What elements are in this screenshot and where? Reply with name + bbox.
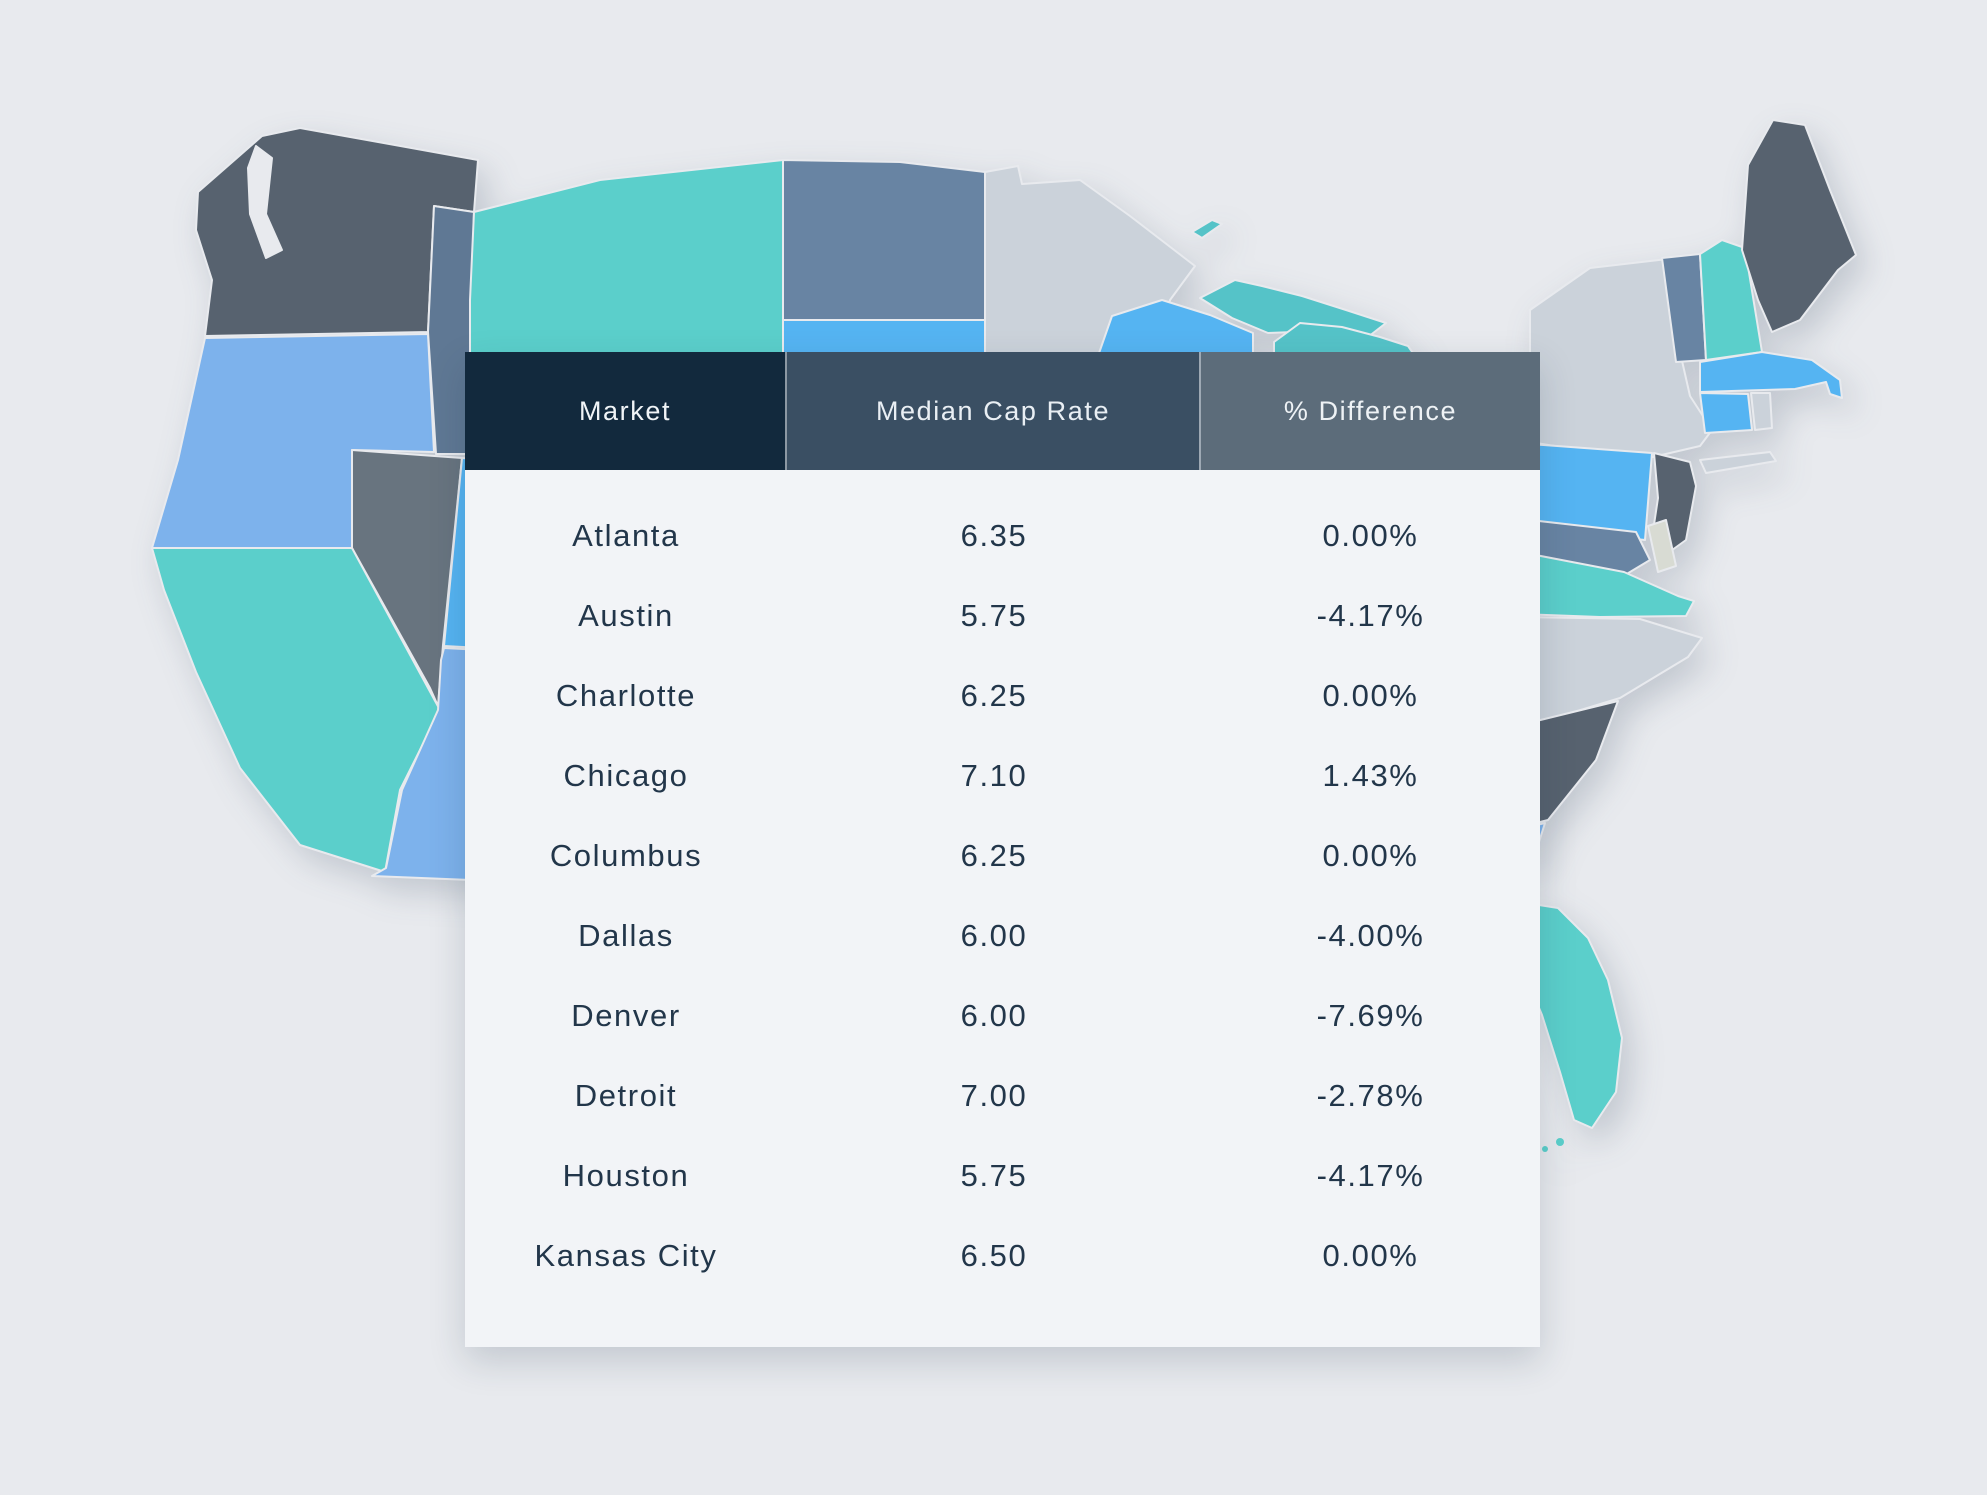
table-row: Austin 5.75 -4.17% bbox=[465, 576, 1540, 656]
state-nh-shape bbox=[1699, 239, 1763, 361]
state-sd-shape bbox=[782, 319, 986, 357]
market-cell: Chicago bbox=[563, 758, 689, 793]
table-row: Dallas 6.00 -4.00% bbox=[465, 896, 1540, 976]
state-mi-upper-shape bbox=[1199, 279, 1387, 338]
florida-key-shape bbox=[1542, 1146, 1548, 1152]
state-ct-shape bbox=[1699, 392, 1753, 434]
table-header-row: Market Median Cap Rate % Difference bbox=[465, 352, 1540, 470]
table-row: Atlanta 6.35 0.00% bbox=[465, 496, 1540, 576]
florida-key-shape bbox=[1556, 1138, 1564, 1146]
column-header-median-cap-rate: Median Cap Rate bbox=[787, 352, 1201, 470]
pct-difference-cell: 0.00% bbox=[1322, 678, 1419, 713]
table-row: Chicago 7.10 1.43% bbox=[465, 736, 1540, 816]
median-cap-rate-cell: 7.10 bbox=[960, 758, 1028, 793]
median-cap-rate-cell: 6.25 bbox=[960, 838, 1028, 873]
state-mt-shape bbox=[469, 159, 784, 355]
state-ma-shape bbox=[1699, 351, 1843, 399]
pct-difference-cell: 0.00% bbox=[1322, 1238, 1419, 1273]
median-cap-rate-cell: 5.75 bbox=[960, 1158, 1028, 1193]
pct-difference-cell: -4.17% bbox=[1316, 1158, 1425, 1193]
state-de-shape bbox=[1647, 519, 1677, 573]
median-cap-rate-cell: 6.35 bbox=[960, 518, 1028, 553]
median-cap-rate-cell: 6.50 bbox=[960, 1238, 1028, 1273]
state-nd-shape bbox=[782, 159, 986, 321]
state-ri-shape bbox=[1750, 392, 1773, 431]
pct-difference-cell: -4.00% bbox=[1316, 918, 1425, 953]
market-cell: Denver bbox=[571, 998, 681, 1033]
table-row: Detroit 7.00 -2.78% bbox=[465, 1056, 1540, 1136]
pct-difference-cell: -7.69% bbox=[1316, 998, 1425, 1033]
isle-royale-shape bbox=[1191, 219, 1223, 239]
table-row: Charlotte 6.25 0.00% bbox=[465, 656, 1540, 736]
pct-difference-cell: -4.17% bbox=[1316, 598, 1425, 633]
market-cell: Columbus bbox=[549, 838, 703, 873]
pct-difference-cell: -2.78% bbox=[1316, 1078, 1425, 1113]
long-island-shape bbox=[1699, 451, 1777, 474]
state-me-shape bbox=[1741, 119, 1857, 333]
market-cell: Charlotte bbox=[555, 678, 697, 713]
table-row: Kansas City 6.50 0.00% bbox=[465, 1216, 1540, 1296]
table-row: Denver 6.00 -7.69% bbox=[465, 976, 1540, 1056]
pct-difference-cell: 1.43% bbox=[1322, 758, 1419, 793]
median-cap-rate-cell: 5.75 bbox=[960, 598, 1028, 633]
cap-rate-table: Market Median Cap Rate % Difference Atla… bbox=[465, 352, 1540, 1347]
market-cell: Dallas bbox=[578, 918, 674, 953]
market-cell: Kansas City bbox=[534, 1238, 718, 1273]
pct-difference-cell: 0.00% bbox=[1322, 838, 1419, 873]
puget-sound-water bbox=[247, 145, 283, 259]
market-cell: Atlanta bbox=[572, 518, 680, 553]
market-cell: Detroit bbox=[574, 1078, 678, 1113]
column-header-market: Market bbox=[465, 352, 787, 470]
state-ca-shape bbox=[151, 547, 441, 873]
table-row: Columbus 6.25 0.00% bbox=[465, 816, 1540, 896]
table-body: Atlanta 6.35 0.00% Austin 5.75 -4.17% Ch… bbox=[465, 470, 1540, 1296]
median-cap-rate-cell: 7.00 bbox=[960, 1078, 1028, 1113]
table-row: Houston 5.75 -4.17% bbox=[465, 1136, 1540, 1216]
median-cap-rate-cell: 6.00 bbox=[960, 918, 1028, 953]
market-cell: Austin bbox=[578, 598, 674, 633]
pct-difference-cell: 0.00% bbox=[1322, 518, 1419, 553]
market-cell: Houston bbox=[562, 1158, 690, 1193]
median-cap-rate-cell: 6.25 bbox=[960, 678, 1028, 713]
median-cap-rate-cell: 6.00 bbox=[960, 998, 1028, 1033]
column-header-pct-difference: % Difference bbox=[1201, 352, 1540, 470]
